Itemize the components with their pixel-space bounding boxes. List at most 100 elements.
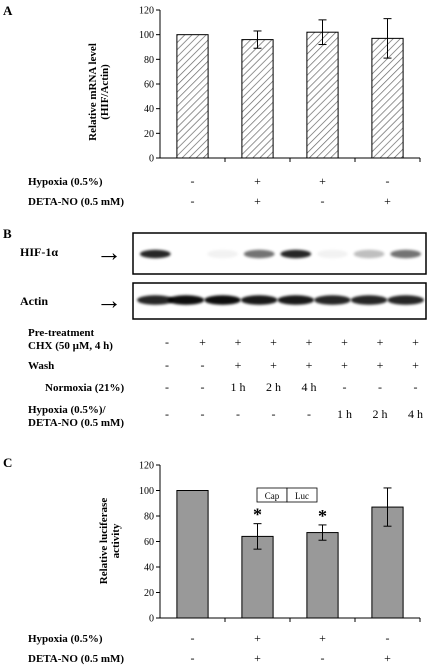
condition-cell: + [254,651,261,665]
condition-cell: - [165,380,169,394]
condition-cell: + [319,174,326,188]
arrow-icon: → [96,286,122,315]
condition-cell: + [235,335,242,349]
condition-cell: + [412,358,419,372]
chart-c-y-tick-label: 60 [144,537,154,548]
chart-a-y-tick-label: 20 [144,129,154,140]
condition-label: Hypoxia (0.5%) [28,633,103,645]
blot-band-hif [353,249,385,259]
condition-label: DETA-NO (0.5 mM) [28,196,124,208]
blot-band-actin [314,295,351,305]
construct-diagram: Cap Luc [256,487,318,503]
blot-band-actin [204,295,241,305]
condition-cell: 1 h [231,380,246,394]
chart-c-y-tick-label: 40 [144,563,154,574]
condition-cell: - [386,174,390,188]
blot-band-actin [387,295,424,305]
chart-a-y-tick-label: 120 [139,6,154,17]
chart-a-ylabel: Relative mRNA level [87,43,99,141]
condition-cell: + [377,335,384,349]
condition-cell: 4 h [302,380,317,394]
condition-cell: - [165,358,169,372]
condition-label: DETA-NO (0.5 mM) [28,653,124,665]
chart-a-bar [241,39,274,159]
construct-label-cap: Cap [265,491,280,501]
condition-cell: - [414,380,418,394]
condition-cell: + [341,335,348,349]
blot-row-label-actin: Actin [20,294,48,308]
blot-band-hif [243,249,275,259]
condition-label: Pre-treatment [28,327,95,339]
condition-cell: - [191,174,195,188]
chart-c-conditions: Hypoxia (0.5%) DETA-NO (0.5 mM) - + + - - + - + [28,631,391,665]
condition-cell: + [341,358,348,372]
arrow-icon: → [96,238,122,267]
blot-band-actin [240,295,278,305]
condition-cell: + [306,335,313,349]
blot-band-hif [390,249,422,259]
condition-cell: - [191,651,195,665]
condition-cell: 2 h [266,380,281,394]
condition-cell: + [384,194,391,208]
construct-label-luc: Luc [295,491,309,501]
condition-label: Hypoxia (0.5%) [28,176,103,188]
blot-band-actin [350,295,388,305]
condition-cell: + [270,335,277,349]
condition-cell: 4 h [408,407,423,421]
condition-label: Wash [28,360,54,372]
condition-label: CHX (50 µM, 4 h) [28,340,113,352]
panel-b-label: B [3,226,12,241]
blot-band-actin [277,295,315,305]
western-blot: HIF-1α Actin → → Pre-treatment CHX (50 µ… [20,232,427,429]
chart-c-y-tick-label: 100 [139,486,154,497]
construct-box-luc [286,487,318,503]
chart-a-y-tick-label: 80 [144,55,154,66]
blot-row-label-hif: HIF-1α [20,245,58,259]
condition-cell: + [270,358,277,372]
condition-cell: - [321,194,325,208]
condition-cell: + [412,335,419,349]
panel-c-label: C [3,455,12,470]
condition-cell: + [384,651,391,665]
condition-cell: - [201,407,205,421]
chart-a-conditions: Hypoxia (0.5%) DETA-NO (0.5 mM) - + + - - + - + [28,174,391,208]
blot-band-actin [137,295,174,305]
chart-c-y-tick-label: 120 [139,461,154,472]
condition-cell: + [319,631,326,645]
blot-band-hif [317,249,348,259]
chart-c-significance-star: * [253,505,262,525]
condition-cell: + [306,358,313,372]
condition-cell: - [191,631,195,645]
chart-c-significance-star: * [318,506,327,526]
chart-c: Relative luciferase activity Cap Luc 0 20… [98,461,421,625]
condition-label: DETA-NO (0.5 mM) [28,417,124,429]
condition-cell: + [199,335,206,349]
condition-cell: - [272,407,276,421]
condition-cell: - [321,651,325,665]
chart-c-y-tick-label: 20 [144,588,154,599]
condition-cell: + [377,358,384,372]
chart-a-y-tick-label: 0 [149,154,154,165]
chart-c-ylabel-line2: activity [110,523,122,558]
condition-cell: - [191,194,195,208]
condition-cell: + [254,194,261,208]
chart-a-bar [176,34,209,159]
chart-c-y-tick-label: 0 [149,614,154,625]
blot-band-hif [139,249,171,259]
condition-cell: - [201,380,205,394]
condition-cell: - [386,631,390,645]
condition-cell: - [343,380,347,394]
blot-band-hif [280,249,312,259]
condition-cell: - [236,407,240,421]
chart-c-ylabel: Relative luciferase [98,498,110,585]
condition-label: Normoxia (21%) [45,382,124,394]
chart-a-y-tick-label: 40 [144,104,154,115]
condition-cell: 1 h [337,407,352,421]
condition-cell: - [307,407,311,421]
condition-cell: + [254,631,261,645]
chart-c-bar [306,532,339,619]
blot-band-hif [207,249,238,259]
chart-a-y-tick-label: 60 [144,80,154,91]
blot-band-actin [167,295,205,305]
